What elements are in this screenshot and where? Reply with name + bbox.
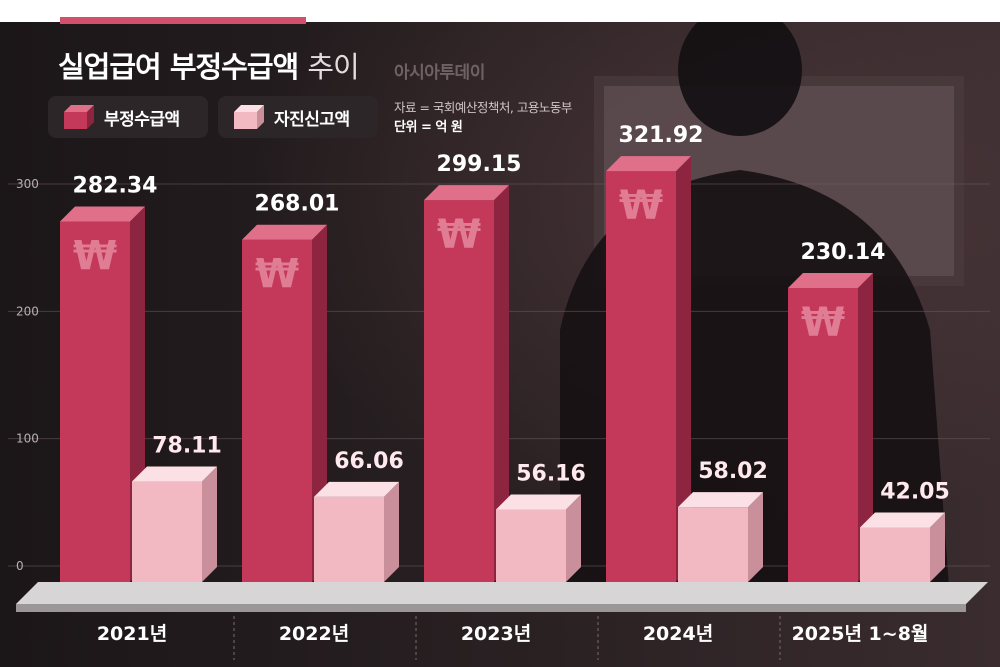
bar	[424, 200, 494, 582]
x-tick-label: 2023년	[461, 623, 531, 645]
floor-front	[16, 604, 966, 612]
bar-side	[494, 185, 509, 582]
bar-top	[678, 492, 763, 508]
source-text: 자료 = 국회예산정책처, 고용노동부	[394, 100, 572, 115]
bar	[678, 507, 748, 582]
bar	[860, 527, 930, 582]
chart-title-suffix: 추이	[307, 50, 359, 84]
y-tick-label: 100	[16, 432, 39, 446]
chart-title-main: 실업급여 부정수급액	[58, 50, 299, 84]
source-note: 자료 = 국회예산정책처, 고용노동부 단위 = 억 원	[394, 98, 572, 138]
x-tick-label: 2024년	[643, 623, 713, 645]
bar	[496, 509, 566, 582]
bar-side	[384, 481, 399, 582]
data-label: 282.34	[73, 173, 158, 198]
bar	[606, 171, 676, 582]
bar-top	[60, 206, 145, 222]
data-label: 42.05	[880, 479, 950, 504]
bars: ₩282.34 78.11 ₩268.01 66.06 ₩299.15 56.16 ₩321…	[60, 123, 950, 582]
bar-top	[242, 224, 327, 240]
bar-top	[424, 185, 509, 201]
bar-side	[566, 494, 581, 582]
y-tick-label: 0	[16, 559, 24, 573]
bar-top	[606, 156, 691, 172]
y-tick-label: 300	[16, 177, 39, 191]
won-icon: ₩	[619, 183, 663, 229]
data-label: 56.16	[516, 461, 586, 486]
data-label: 299.15	[437, 152, 522, 177]
bar-top	[314, 481, 399, 497]
person-head-shape	[678, 4, 802, 136]
x-axis: 2021년 2022년 2023년 2024년 2025년 1~8월	[97, 616, 929, 660]
won-icon: ₩	[255, 252, 299, 298]
data-label: 66.06	[334, 449, 404, 474]
bar-side	[748, 492, 763, 582]
cube-icon	[234, 105, 264, 129]
x-tick-label: 2025년 1~8월	[792, 623, 929, 645]
x-tick-label: 2021년	[97, 623, 167, 645]
y-tick-label: 200	[16, 304, 39, 318]
bar-side	[858, 272, 873, 582]
won-icon: ₩	[437, 212, 481, 258]
legend-item-series1: 부정수급액	[48, 96, 208, 138]
title-accent-bar	[60, 17, 306, 24]
bar-side	[930, 512, 945, 582]
data-label: 230.14	[801, 240, 886, 265]
x-tick-label: 2022년	[279, 623, 349, 645]
bar	[60, 221, 130, 582]
legend-label-series2: 자진신고액	[274, 109, 350, 130]
bar-side	[676, 156, 691, 582]
bar-top	[788, 272, 873, 288]
bar-top	[496, 494, 581, 510]
data-label: 58.02	[698, 459, 768, 484]
top-white-strip	[0, 0, 1000, 22]
legend-swatch-series1	[64, 105, 94, 129]
bar-top	[860, 512, 945, 528]
bar-top	[132, 466, 217, 482]
bar	[242, 239, 312, 582]
won-icon: ₩	[801, 300, 845, 346]
data-label: 268.01	[255, 192, 340, 217]
floor-top	[16, 582, 988, 604]
y-axis: 0 100 200 300	[16, 177, 39, 573]
legend-item-series2: 자진신고액	[218, 96, 378, 138]
brand-logo-text: 아시아투데이	[394, 63, 485, 83]
bar	[788, 287, 858, 582]
bar-side	[202, 466, 217, 582]
chart-floor	[16, 582, 988, 612]
unit-text: 단위 = 억 원	[394, 120, 463, 135]
cube-icon	[64, 105, 94, 129]
won-icon: ₩	[73, 233, 117, 279]
chart-title: 실업급여 부정수급액 추이	[58, 44, 360, 86]
legend-swatch-series2	[234, 105, 264, 129]
bar	[314, 496, 384, 582]
legend-label-series1: 부정수급액	[104, 109, 180, 130]
data-label: 78.11	[152, 434, 222, 459]
data-label: 321.92	[619, 123, 704, 148]
bar	[132, 481, 202, 582]
